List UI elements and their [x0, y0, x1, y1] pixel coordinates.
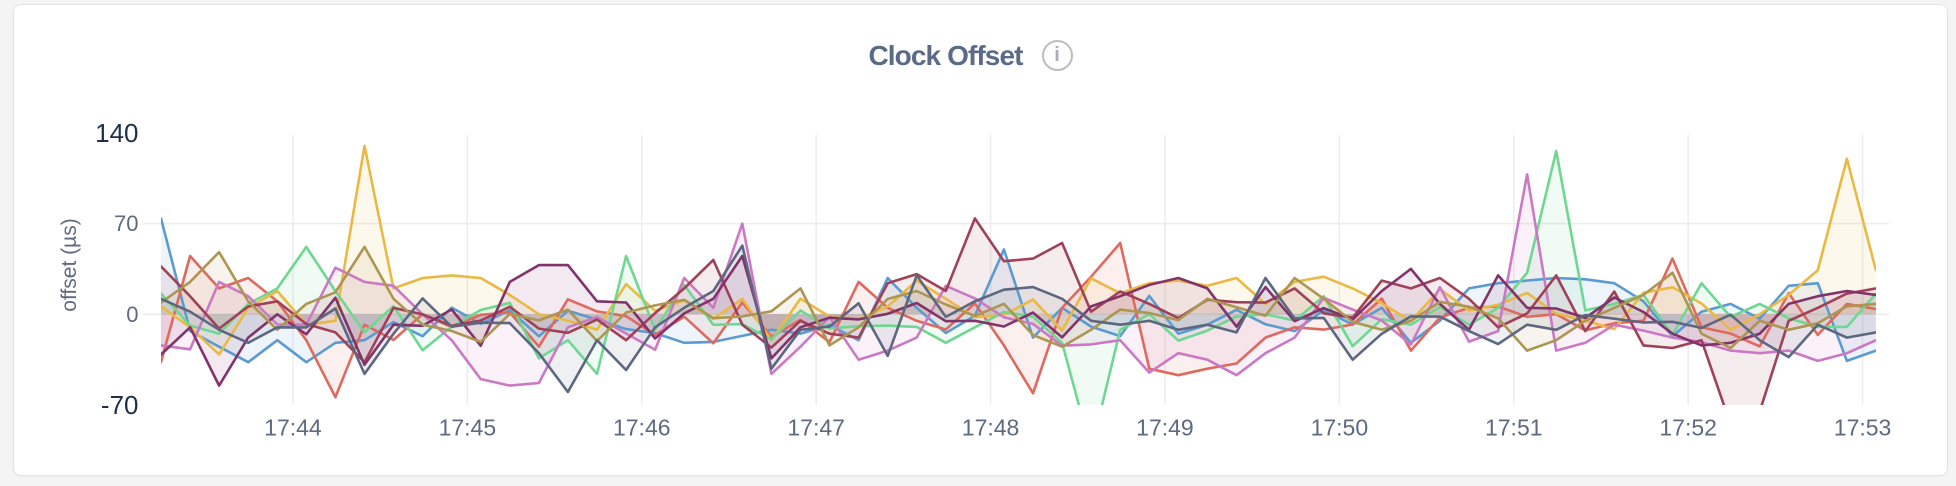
- y-tick-label: 70: [114, 211, 138, 236]
- x-tick-label: 17:53: [1834, 415, 1892, 441]
- series-area-khaki: [161, 246, 1876, 351]
- series-area-blue: [161, 218, 1876, 363]
- x-tick-label: 17:48: [962, 415, 1020, 441]
- y-tick-label: 0: [126, 302, 138, 327]
- x-tick-label: 17:44: [264, 415, 322, 441]
- y-tick-label: 140: [95, 118, 138, 148]
- x-tick-label: 17:50: [1311, 415, 1369, 441]
- x-tick-label: 17:52: [1659, 415, 1717, 441]
- x-tick-label: 17:51: [1485, 415, 1543, 441]
- x-tick-label: 17:49: [1136, 415, 1194, 441]
- info-icon[interactable]: i: [1041, 40, 1073, 71]
- series-line-maroon[interactable]: [161, 217, 1876, 424]
- chart-title: Clock Offset: [868, 39, 1023, 71]
- y-tick-label: -70: [101, 390, 139, 420]
- series-line-slate[interactable]: [161, 244, 1876, 394]
- series-line-khaki[interactable]: [161, 245, 1876, 352]
- series-area-green: [161, 151, 1876, 405]
- info-icon-glyph: i: [1054, 43, 1060, 66]
- x-tick-label: 17:45: [439, 415, 497, 441]
- series-line-gold[interactable]: [161, 144, 1876, 356]
- chart-header: Clock Offset i: [4, 40, 1937, 71]
- x-tick-label: 17:46: [613, 415, 671, 441]
- x-tick-label: 17:47: [787, 415, 845, 441]
- series-area-maroon: [161, 218, 1876, 405]
